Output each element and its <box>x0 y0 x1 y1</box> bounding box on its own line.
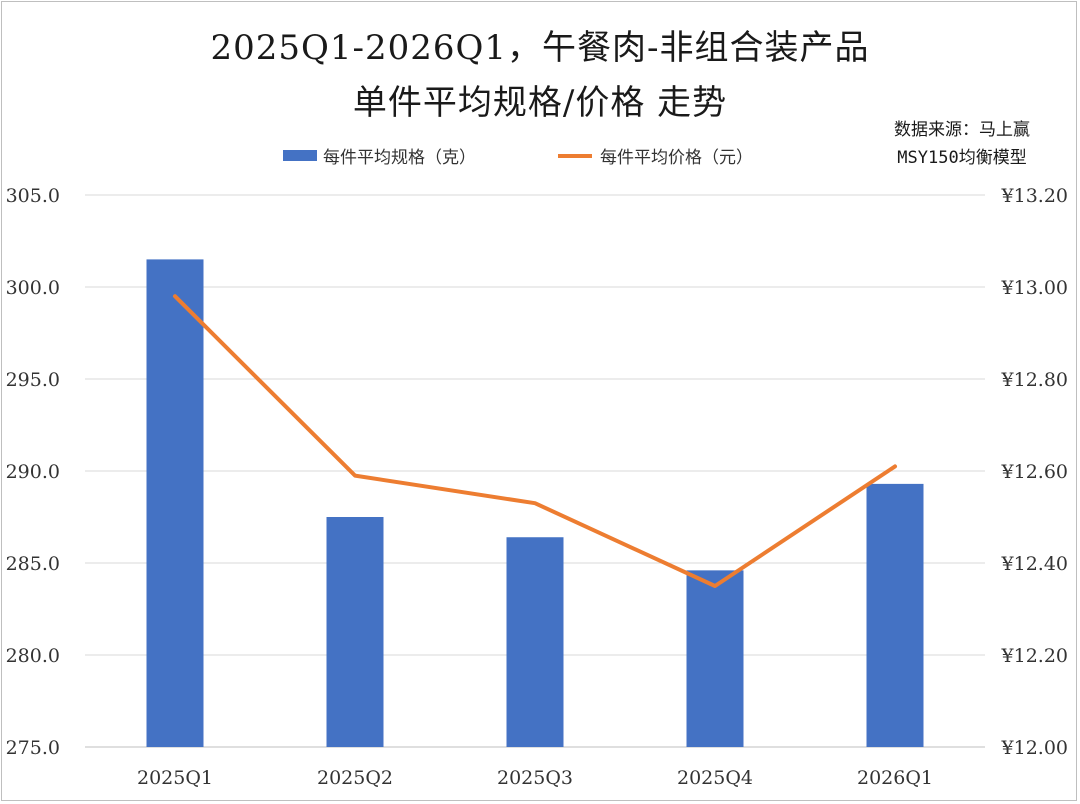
bar <box>866 483 924 747</box>
right-axis-tick-label: ¥12.80 <box>1001 369 1068 391</box>
left-axis-tick-label: 300.0 <box>6 277 60 299</box>
right-axis-tick-label: ¥12.60 <box>1001 461 1068 483</box>
left-axis-tick-label: 285.0 <box>6 553 60 575</box>
right-axis-tick-label: ¥12.00 <box>1001 737 1068 759</box>
legend-line-label: 每件平均价格（元） <box>600 148 753 168</box>
legend-line-swatch <box>558 154 592 158</box>
bar <box>506 537 564 747</box>
right-axis-tick-label: ¥13.20 <box>1001 185 1068 207</box>
x-axis-tick-label: 2025Q1 <box>137 767 213 789</box>
x-axis-tick-label: 2025Q2 <box>317 767 393 789</box>
right-axis-tick-label: ¥12.40 <box>1001 553 1068 575</box>
x-axis-tick-label: 2026Q1 <box>857 767 933 789</box>
left-axis-tick-label: 280.0 <box>6 645 60 667</box>
right-axis-tick-label: ¥13.00 <box>1001 277 1068 299</box>
left-axis-tick-label: 275.0 <box>6 737 60 759</box>
chart-title-line1: 2025Q1-2026Q1，午餐肉-非组合装产品 <box>210 28 870 68</box>
x-axis-tick-label: 2025Q4 <box>677 767 753 789</box>
legend-bar-label: 每件平均规格（克） <box>323 148 476 168</box>
left-axis-tick-label: 290.0 <box>6 461 60 483</box>
bar <box>686 570 744 747</box>
right-axis-tick-label: ¥12.20 <box>1001 645 1068 667</box>
bar <box>146 259 204 747</box>
left-axis-tick-label: 295.0 <box>6 369 60 391</box>
legend-bar-swatch <box>283 150 317 161</box>
source-line1: 数据来源：马上赢 <box>894 120 1030 140</box>
chart-title-line2: 单件平均规格/价格 走势 <box>352 83 728 123</box>
x-axis-tick-label: 2025Q3 <box>497 767 573 789</box>
bar <box>326 517 384 747</box>
left-axis-tick-label: 305.0 <box>6 185 60 207</box>
source-line2: MSY150均衡模型 <box>897 148 1027 168</box>
